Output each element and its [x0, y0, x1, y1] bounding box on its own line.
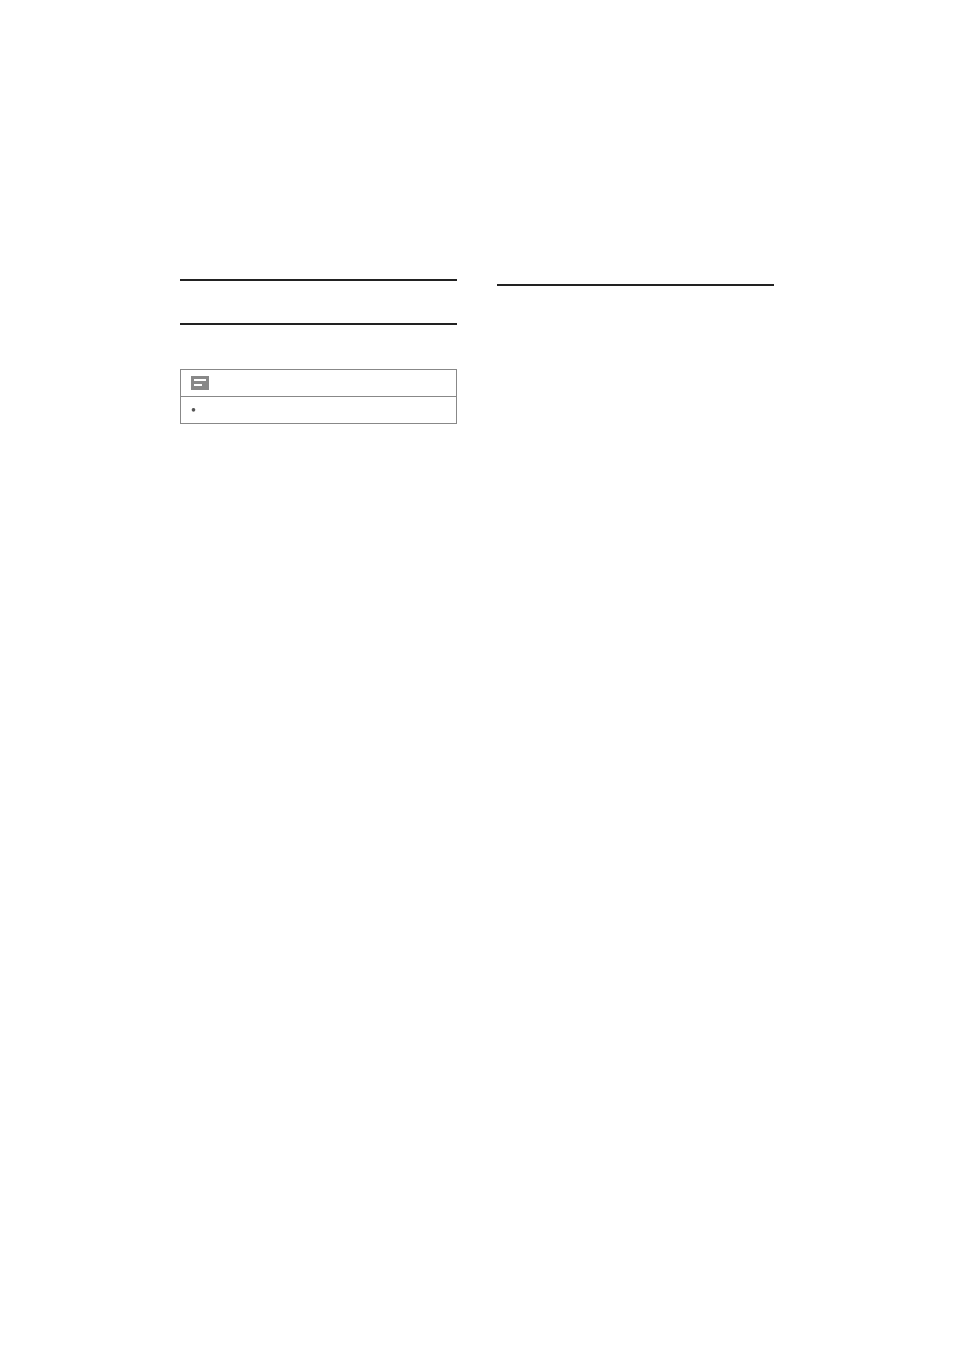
step-row — [180, 250, 457, 254]
section-rule — [180, 279, 457, 281]
right-column — [497, 250, 774, 438]
note-box: • — [180, 369, 457, 424]
step-text — [206, 250, 457, 254]
page-content: • — [0, 0, 954, 478]
section-rule — [180, 323, 457, 325]
note-header — [181, 370, 456, 396]
note-body: • — [181, 396, 456, 423]
page-footer — [762, 1138, 774, 1151]
section-rule — [497, 284, 774, 286]
left-column: • — [180, 250, 457, 438]
bullet-mark: • — [191, 403, 196, 417]
note-icon — [191, 376, 209, 390]
